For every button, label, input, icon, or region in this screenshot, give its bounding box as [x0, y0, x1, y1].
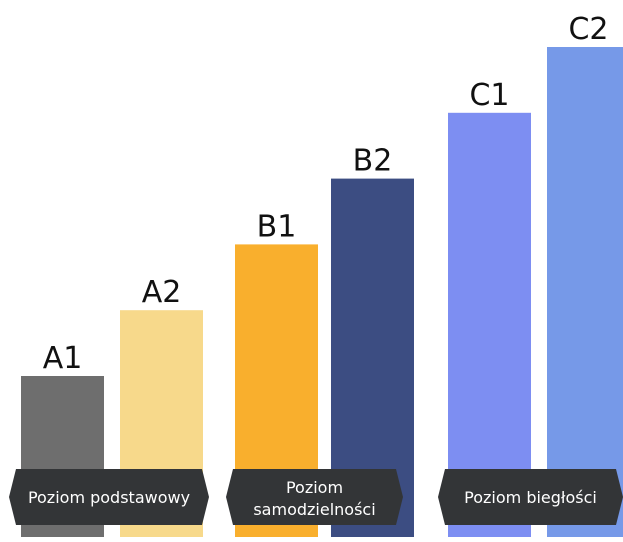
group-label-poziom-podstawowy: Poziom podstawowy [28, 488, 190, 507]
bar-label-c1: C1 [469, 78, 509, 113]
bar-label-a1: A1 [43, 341, 83, 376]
group-banner-poziom-samodzielności [226, 469, 403, 525]
group-banner-poziom-podstawowy [9, 469, 209, 525]
bar-label-b2: B2 [353, 144, 393, 179]
group-banner-poziom-biegłości [438, 469, 623, 525]
group-label-poziom-biegłości: Poziom biegłości [464, 488, 597, 507]
bar-c1 [448, 112, 531, 538]
bar-label-c2: C2 [568, 12, 608, 47]
bar-c2 [547, 47, 623, 537]
bar-label-b1: B1 [257, 209, 297, 244]
bars [21, 47, 623, 538]
bar-label-a2: A2 [142, 275, 182, 310]
group-label-poziom-samodzielności: Poziom samodzielności [253, 478, 375, 519]
